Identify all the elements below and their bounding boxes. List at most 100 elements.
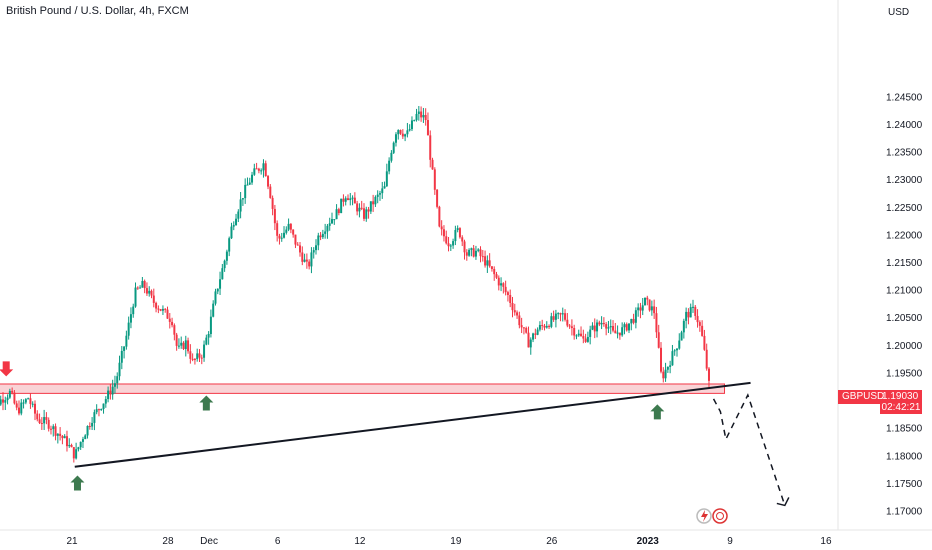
candle-up [223,260,226,269]
candle-down [703,335,706,350]
candle-up [248,182,251,185]
candle-down [509,295,512,303]
candle-down [525,327,528,333]
candle-up [682,320,685,333]
candle-down [424,114,427,121]
candle-down [175,334,178,346]
candle-up [125,335,128,347]
candle-up [678,340,681,349]
candle-up [235,218,238,226]
down-arrow-icon [0,361,14,377]
candle-down [707,368,710,381]
candle-up [333,219,336,221]
candle-down [698,322,701,326]
candle-down [602,322,605,325]
candle-down [566,319,569,326]
y-tick-label: 1.23500 [886,148,923,159]
candle-down [584,338,587,342]
candle-up [328,223,331,226]
candle-up [406,130,409,135]
candle-down [362,208,365,219]
candle-down [273,208,276,224]
candle-up [107,390,110,400]
candle-up [141,280,144,288]
candle-down [696,315,699,323]
candle-up [607,327,610,329]
up-arrow-icon [650,404,665,420]
arrows-layer [0,361,665,491]
candle-down [605,324,608,329]
candle-up [477,249,480,251]
candle-up [468,249,471,256]
candle-up [31,403,34,405]
candle-down [511,302,514,311]
candle-down [495,274,498,278]
candle-down [97,409,100,411]
candle-up [628,323,631,331]
candle-down [346,198,349,201]
candle-up [221,268,224,280]
candle-up [79,441,82,448]
candle-up [207,334,210,338]
candle-up [392,142,395,153]
candle-up [388,160,391,172]
candle-down [655,313,658,333]
candle-up [378,193,381,195]
candle-down [438,206,441,227]
candle-up [253,168,256,175]
candle-up [589,329,592,337]
candle-up [691,306,694,308]
candle-down [198,353,201,358]
candle-down [490,266,493,269]
candle-up [383,186,386,189]
candle-up [212,303,215,317]
y-tick-label: 1.17500 [886,479,923,490]
candle-up [24,399,27,403]
candle-up [241,198,244,200]
candle-down [506,292,509,296]
candle-down [360,207,363,209]
candle-up [413,120,416,122]
candle-down [440,226,443,230]
candle-down [660,347,663,372]
candle-up [225,251,228,261]
candle-up [232,225,235,227]
candle-down [426,120,429,136]
candle-down [166,309,169,319]
x-tick-label: 19 [450,536,462,547]
candle-up [63,436,66,439]
candle-down [296,244,299,246]
candle-up [600,322,603,325]
candle-up [287,223,290,230]
candle-down [337,209,340,214]
candle-up [148,290,151,294]
candle-up [532,333,535,340]
candle-down [47,419,50,429]
candle-down [614,330,617,334]
candle-down [70,444,73,448]
candle-down [29,398,32,404]
candle-up [340,198,343,214]
candle-up [637,307,640,311]
candle-down [65,436,68,447]
candle-up [6,397,9,401]
candle-up [280,237,283,239]
candle-down [191,358,194,360]
candle-up [369,201,372,212]
candle-down [513,310,516,313]
x-tick-label: 6 [275,536,281,547]
price-marker-value: 1.19030 [882,391,919,402]
candle-up [129,314,132,323]
candle-up [689,307,692,318]
candle-down [157,308,160,310]
candle-up [180,342,183,346]
candle-down [61,435,64,439]
candle-up [312,250,315,253]
y-tick-label: 1.22000 [886,230,923,241]
candle-up [86,425,89,436]
candle-up [22,402,25,404]
x-tick-label: 9 [727,536,733,547]
candle-down [271,197,274,209]
candle-up [91,422,94,427]
